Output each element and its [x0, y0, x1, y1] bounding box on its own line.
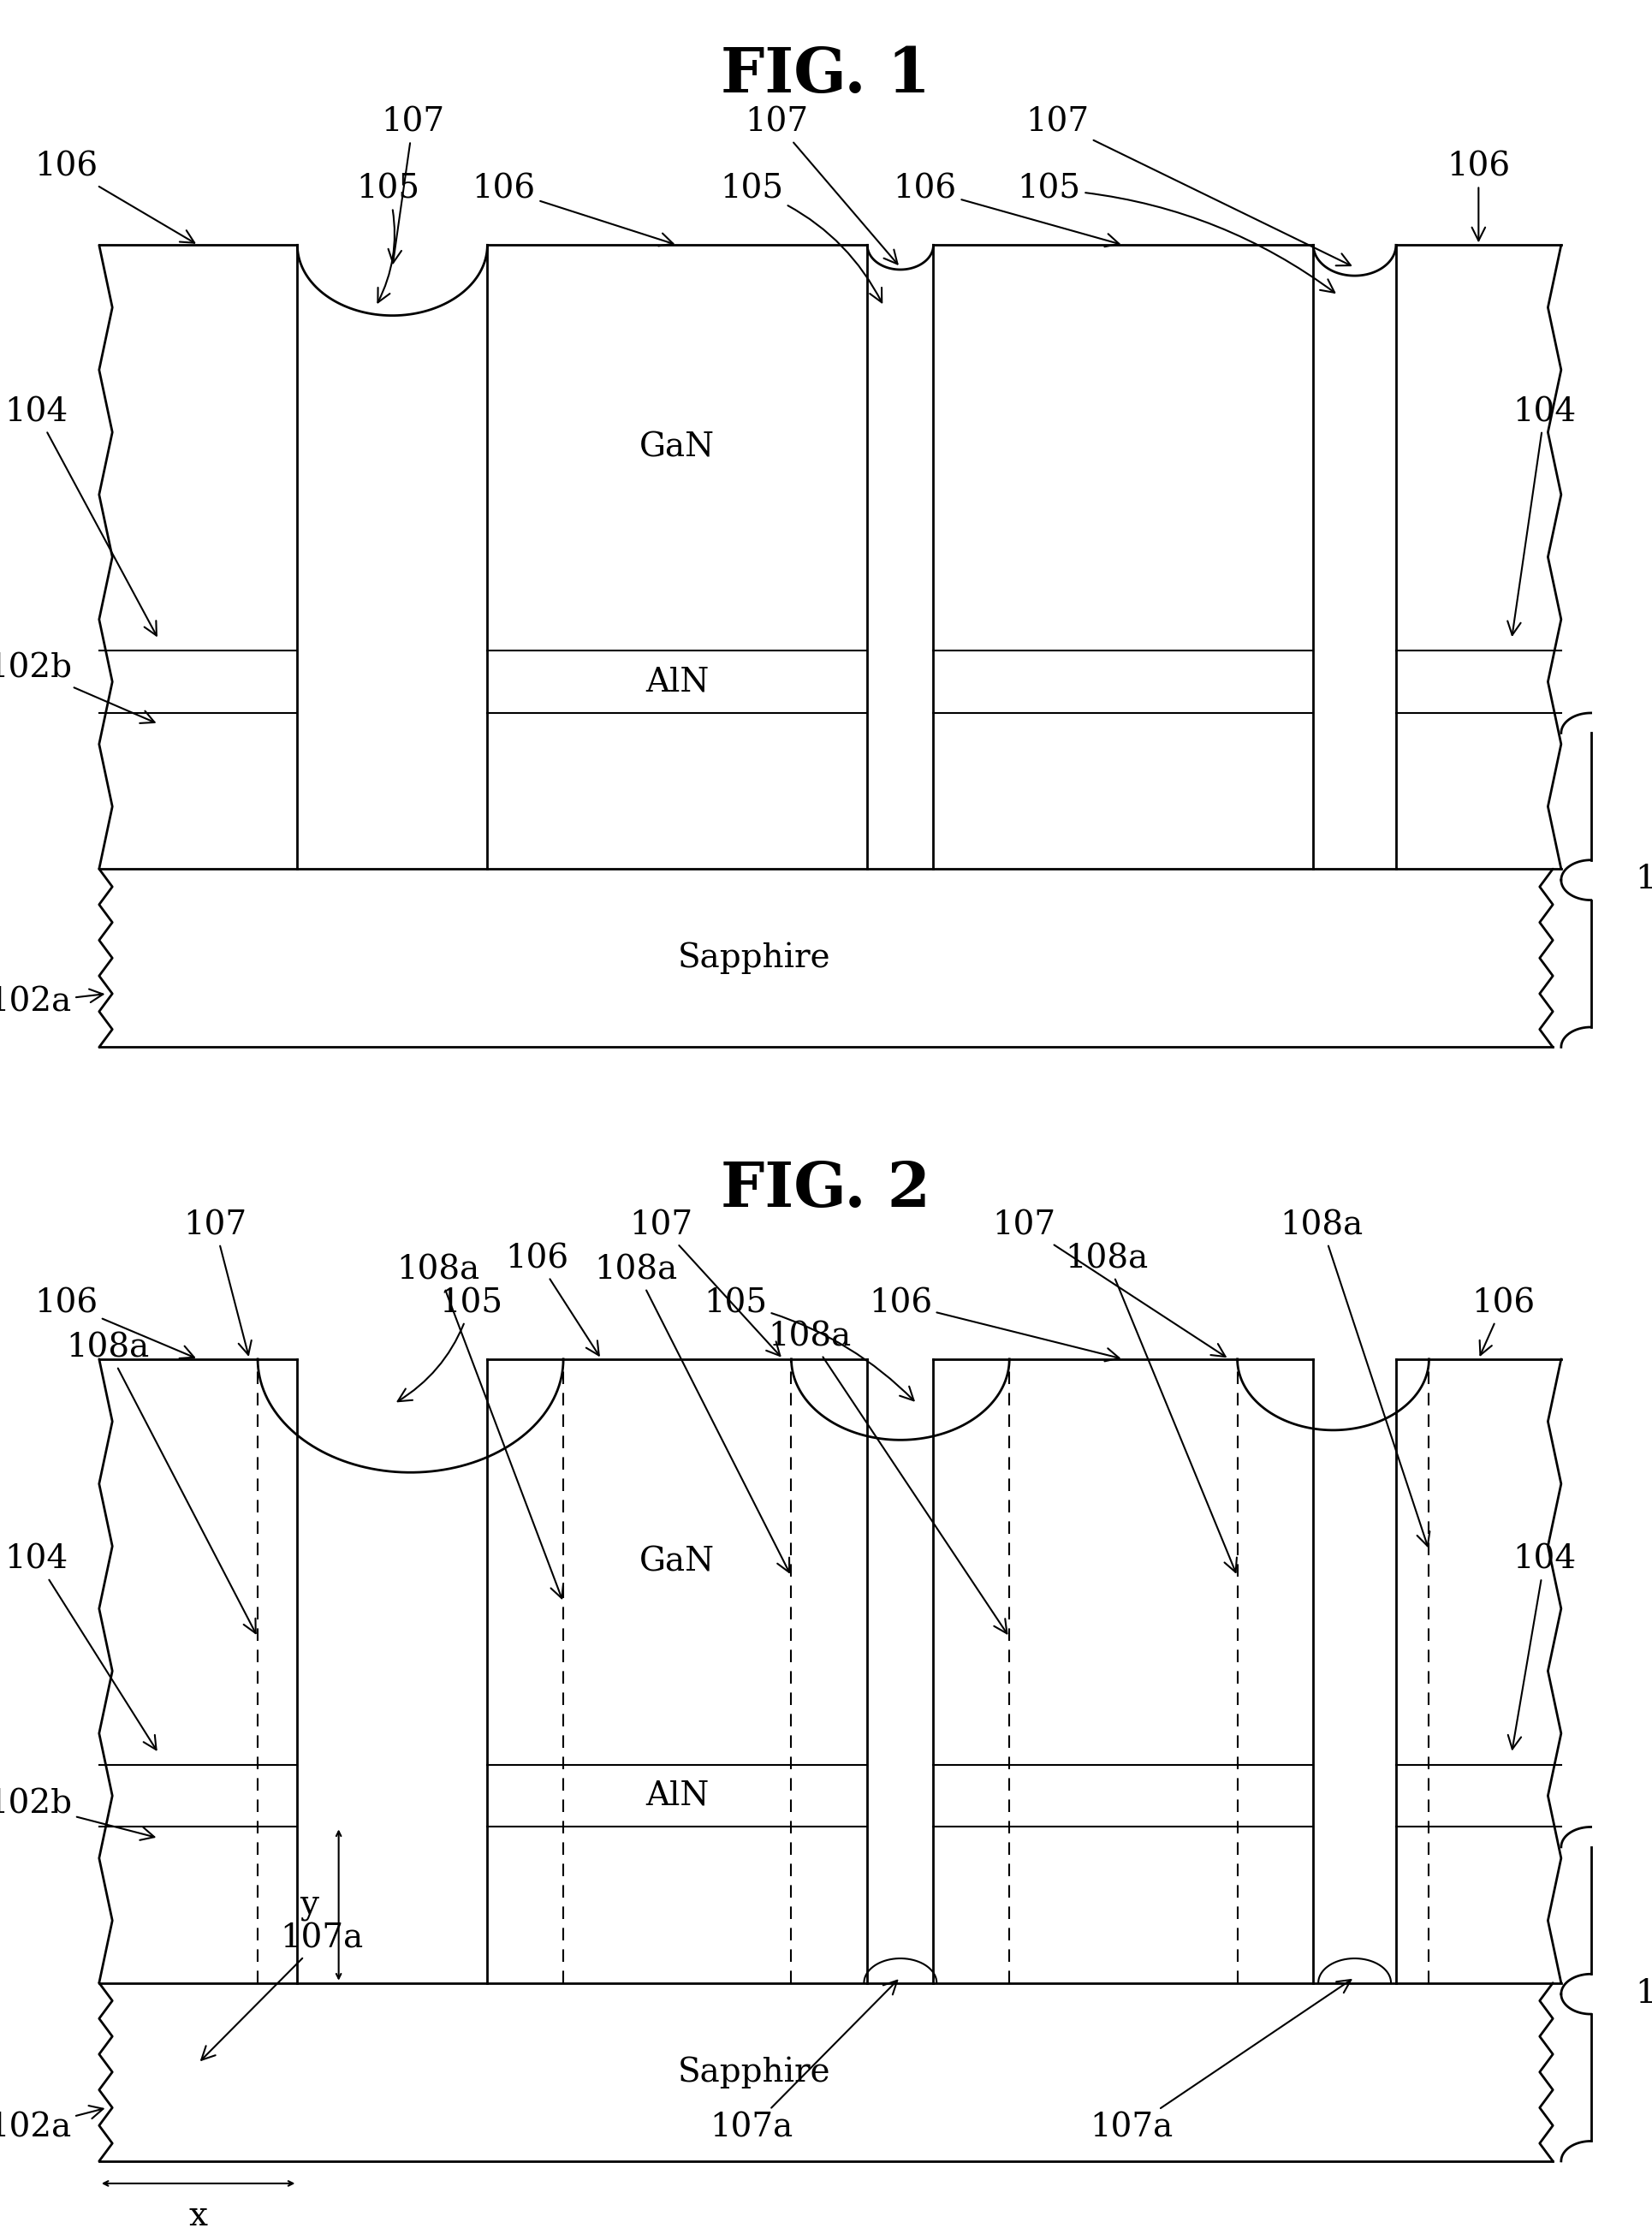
Text: 102b: 102b: [0, 653, 155, 724]
Text: 108a: 108a: [595, 1254, 790, 1573]
Text: 107a: 107a: [202, 1923, 363, 2061]
Text: Sapphire: Sapphire: [677, 942, 831, 974]
Text: 104: 104: [1508, 397, 1576, 635]
Text: FIG. 2: FIG. 2: [722, 1159, 930, 1219]
Text: AlN: AlN: [646, 666, 709, 697]
Text: 108a: 108a: [66, 1332, 256, 1633]
Text: 105: 105: [1018, 174, 1335, 292]
Text: 106: 106: [1447, 152, 1510, 241]
Text: 107: 107: [745, 107, 897, 265]
Text: 102a: 102a: [0, 987, 102, 1018]
Text: 102: 102: [1635, 864, 1652, 896]
Text: 105: 105: [704, 1288, 914, 1401]
Text: 104: 104: [5, 1544, 157, 1749]
Text: 102b: 102b: [0, 1789, 154, 1840]
Text: 104: 104: [5, 397, 157, 635]
Text: 106: 106: [1472, 1288, 1535, 1355]
Text: Sapphire: Sapphire: [677, 2056, 831, 2088]
Text: 105: 105: [398, 1288, 502, 1401]
Text: 108a: 108a: [396, 1254, 563, 1597]
Text: 107: 107: [183, 1210, 251, 1355]
Text: 106: 106: [35, 1288, 195, 1359]
Text: 106: 106: [894, 174, 1118, 247]
Text: y: y: [299, 1889, 319, 1921]
Text: 106: 106: [472, 174, 672, 245]
Text: FIG. 1: FIG. 1: [722, 45, 930, 105]
Text: 104: 104: [1508, 1544, 1576, 1749]
Text: 107a: 107a: [710, 1981, 897, 2143]
Text: 106: 106: [506, 1243, 600, 1355]
Text: 107: 107: [382, 107, 444, 263]
Text: 108a: 108a: [1066, 1243, 1237, 1573]
Text: 106: 106: [35, 152, 195, 243]
Text: 105: 105: [720, 174, 882, 303]
Text: GaN: GaN: [639, 432, 715, 463]
Text: 107: 107: [993, 1210, 1226, 1357]
Text: 108a: 108a: [768, 1321, 1008, 1633]
Text: 108a: 108a: [1280, 1210, 1429, 1546]
Text: 106: 106: [869, 1288, 1118, 1361]
Text: 107: 107: [629, 1210, 780, 1357]
Text: 105: 105: [357, 174, 420, 303]
Text: AlN: AlN: [646, 1780, 709, 1811]
Text: 107: 107: [1026, 107, 1351, 265]
Text: 102a: 102a: [0, 2105, 102, 2143]
Text: GaN: GaN: [639, 1546, 715, 1577]
Text: 107a: 107a: [1090, 1981, 1351, 2143]
Text: x: x: [188, 2201, 208, 2228]
Text: 102: 102: [1635, 1978, 1652, 2010]
